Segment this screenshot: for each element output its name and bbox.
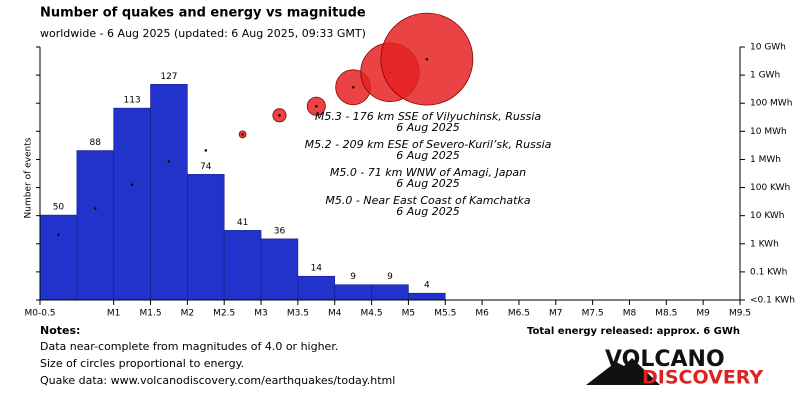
bar (334, 284, 372, 301)
bar-label: 127 (160, 72, 177, 82)
annotation: M5.0 - 71 km WNW of Amagi, Japan (330, 166, 526, 179)
y2-tick-label: 10 GWh (750, 43, 786, 53)
x-tick-label: M3.5 (287, 309, 309, 319)
y2-tick-label: 1 MWh (750, 155, 781, 165)
chart-title: Number of quakes and energy vs magnitude (40, 6, 366, 21)
notes-heading: Notes: (40, 324, 80, 337)
y2-tick-label: 1 GWh (750, 71, 780, 81)
x-tick-label: M2.5 (213, 309, 235, 319)
x-tick-label: M9.5 (729, 309, 751, 319)
y2-tick-label: 1 KWh (750, 239, 779, 249)
bar-label: 41 (237, 218, 248, 228)
energy-dot (204, 149, 208, 152)
energy-dot (57, 233, 60, 237)
energy-dot (425, 57, 429, 61)
y2-tick-label: <0.1 KWh (750, 296, 795, 306)
x-tick-label: M1.5 (139, 309, 161, 319)
bar (260, 238, 299, 301)
energy-dot (167, 160, 171, 163)
y2-tick-label: 10 MWh (750, 127, 787, 137)
bar-label: 36 (274, 226, 286, 236)
chart-subtitle: worldwide - 6 Aug 2025 (updated: 6 Aug 2… (40, 27, 366, 40)
logo-top: VOLCANO (605, 347, 725, 372)
x-tick-label: M6 (475, 309, 489, 319)
x-tick-label: M4 (328, 309, 342, 319)
y2-tick-label: 10 KWh (750, 211, 785, 221)
x-tick-label: M2 (181, 309, 195, 319)
bar-label: 50 (53, 203, 65, 213)
energy-dot (241, 133, 244, 136)
x-tick-label: M7.5 (582, 309, 604, 319)
annotation-date: 6 Aug 2025 (396, 177, 459, 190)
annotation: M5.0 - Near East Coast of Kamchatka (325, 194, 530, 207)
energy-dot (93, 207, 97, 210)
x-tick-label: M4.5 (361, 309, 383, 319)
logo-mountain (586, 358, 660, 385)
bar-label: 88 (90, 138, 102, 148)
annotation-date: 6 Aug 2025 (396, 149, 459, 162)
annotation: M5.2 - 209 km ESE of Severo-Kuril’sk, Ru… (305, 138, 552, 151)
x-tick-label: M8.5 (655, 309, 677, 319)
bar-label: 4 (424, 281, 430, 291)
bar (408, 292, 446, 301)
x-tick-label: M7 (549, 309, 563, 319)
annotation: M5.3 - 176 km SSE of Vilyuchinsk, Russia (315, 110, 542, 123)
annotation-date: 6 Aug 2025 (396, 121, 459, 134)
x-tick-label: M6.5 (508, 309, 530, 319)
y2-tick-label: 0.1 KWh (750, 267, 787, 277)
bar-label: 9 (387, 272, 393, 282)
bar-label: 14 (311, 264, 323, 274)
energy-dot (130, 183, 134, 187)
y2-tick-label: 100 MWh (750, 99, 792, 109)
bar-label: 74 (200, 162, 212, 172)
bar (223, 230, 262, 301)
note: Size of circles proportional to energy. (40, 357, 244, 370)
bar (371, 284, 409, 301)
bar (297, 275, 336, 301)
y2-tick-label: 100 KWh (750, 183, 790, 193)
note: Data near-complete from magnitudes of 4.… (40, 340, 338, 353)
energy-dot (278, 114, 281, 117)
note: Quake data: www.volcanodiscovery.com/ear… (40, 374, 395, 387)
total-energy: Total energy released: approx. 6 GWh (527, 326, 740, 337)
bar (150, 84, 188, 301)
logo-bottom: DISCOVERY (642, 367, 763, 389)
x-tick-label: M5 (402, 309, 416, 319)
energy-dot (351, 85, 355, 89)
annotation-date: 6 Aug 2025 (396, 205, 459, 218)
x-tick-label: M9 (696, 309, 710, 319)
bar (187, 174, 225, 301)
bar-label: 113 (124, 96, 141, 106)
bar-label: 9 (350, 272, 356, 282)
logo: VOLCANO DISCOVERY (586, 347, 763, 389)
x-tick-label: M8 (623, 309, 637, 319)
x-tick-label: M0-0.5 (24, 309, 55, 319)
x-tick-label: M3 (254, 309, 268, 319)
bar (76, 150, 114, 301)
bar (113, 107, 151, 301)
bar (39, 214, 78, 301)
x-tick-label: M1 (107, 309, 121, 319)
y-axis-label: Number of events (24, 137, 34, 218)
energy-dot (315, 104, 318, 108)
x-tick-label: M5.5 (434, 309, 456, 319)
